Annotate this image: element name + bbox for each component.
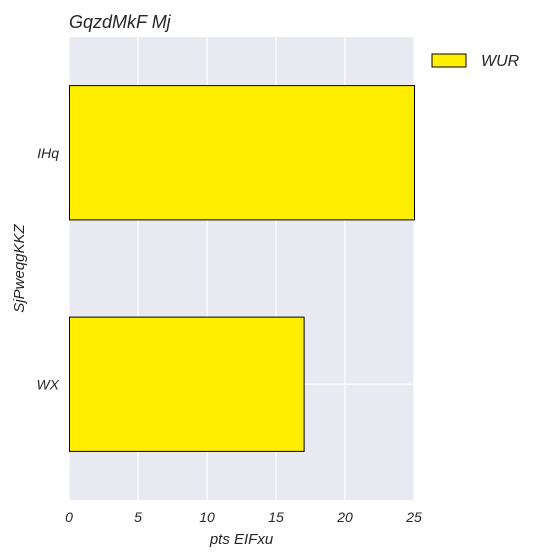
legend-swatch	[431, 53, 467, 68]
x-tick-labels: 0 5 10 15 20 25	[65, 509, 422, 525]
chart-title: GqzdMkF Mj	[69, 12, 172, 32]
x-axis-label: pts EIFxu	[209, 531, 274, 548]
y-tick-label: WX	[36, 376, 59, 392]
bars	[69, 85, 415, 452]
y-tick-labels: IHq WX	[36, 145, 59, 393]
x-tick-label: 25	[405, 509, 422, 525]
x-tick-label: 20	[336, 509, 353, 525]
legend-label: WUR	[481, 53, 520, 70]
bar-ihq	[69, 85, 415, 221]
y-tick-label: IHq	[37, 145, 59, 161]
x-tick-label: 5	[134, 509, 142, 525]
x-tick-label: 15	[268, 509, 284, 525]
bar-wx	[69, 316, 305, 452]
x-tick-label: 10	[199, 509, 215, 525]
x-tick-label: 0	[65, 509, 73, 525]
legend: WUR	[431, 53, 520, 70]
y-axis-label: SjPweqgKKZ	[11, 223, 28, 312]
